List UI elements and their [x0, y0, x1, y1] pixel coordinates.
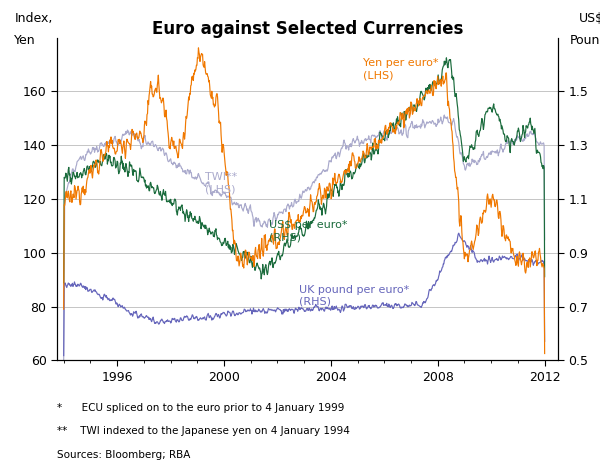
Title: Euro against Selected Currencies: Euro against Selected Currencies: [152, 20, 463, 38]
Text: *      ECU spliced on to the euro prior to 4 January 1999: * ECU spliced on to the euro prior to 4 …: [57, 403, 344, 413]
Text: Yen: Yen: [14, 34, 36, 48]
Text: TWI**
(LHS): TWI** (LHS): [205, 171, 238, 194]
Text: US$ per euro*
(RHS): US$ per euro* (RHS): [269, 220, 348, 243]
Text: Yen per euro*
(LHS): Yen per euro* (LHS): [363, 58, 439, 81]
Text: Sources: Bloomberg; RBA: Sources: Bloomberg; RBA: [57, 450, 190, 460]
Text: Index,: Index,: [14, 12, 53, 25]
Text: Pound: Pound: [570, 34, 600, 48]
Text: **    TWI indexed to the Japanese yen on 4 January 1994: ** TWI indexed to the Japanese yen on 4 …: [57, 426, 350, 436]
Text: UK pound per euro*
(RHS): UK pound per euro* (RHS): [299, 284, 409, 307]
Text: US$,: US$,: [579, 12, 600, 25]
